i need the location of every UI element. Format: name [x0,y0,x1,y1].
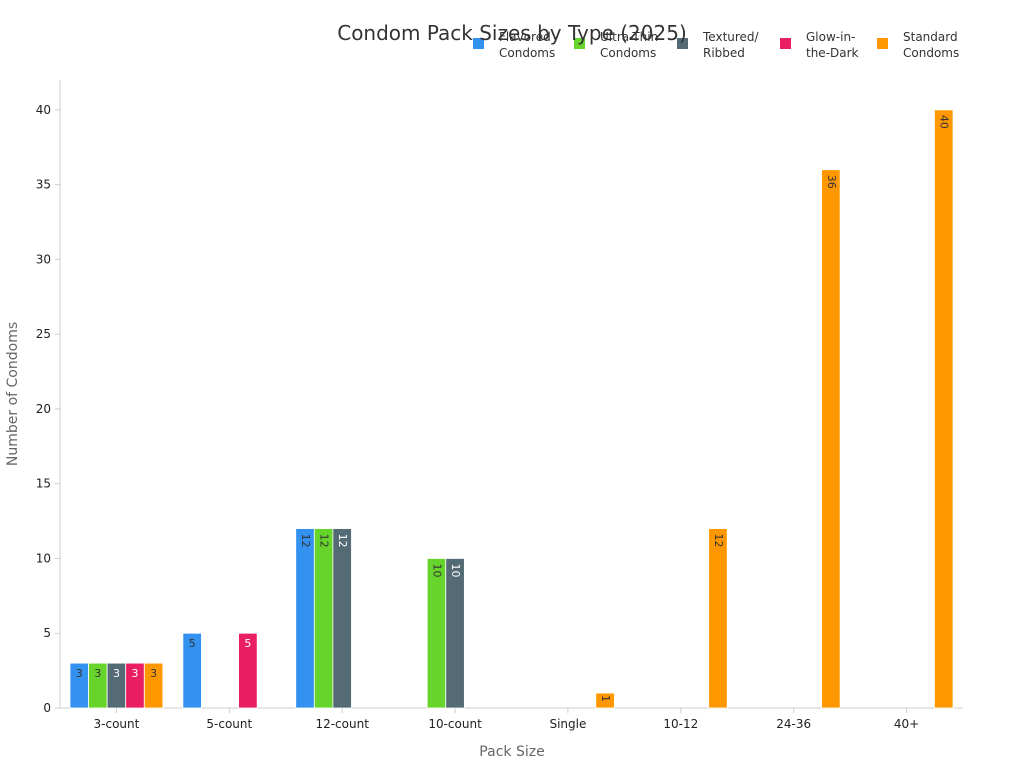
bar-value-label: 5 [189,637,196,650]
legend-label: Ultra-Thin [600,30,658,44]
y-tick-label: 0 [43,701,51,715]
bar[interactable] [595,692,615,709]
legend-item[interactable]: Standard Condoms [877,30,959,60]
legend-swatch [473,38,484,49]
y-tick-label: 40 [36,103,51,117]
bar-value-label: 10 [449,563,462,577]
x-tick-label: 5-count [206,717,252,731]
bar-value-label: 3 [76,667,83,680]
bar[interactable] [143,662,164,709]
bar-value-label: 12 [299,534,312,548]
chart-title: Condom Pack Sizes by Type (2025) [337,21,687,45]
bar-value-label: 3 [132,667,139,680]
legend-swatch [780,38,791,49]
legend: Flavored Condoms Ultra-Thin Condoms Textured… [473,30,959,60]
bar[interactable] [445,558,465,709]
y-tick-label: 35 [36,178,51,192]
bar-value-label: 5 [244,637,251,650]
legend-label: Standard [903,30,958,44]
y-tick-label: 30 [36,252,51,266]
y-axis-title: Number of Condoms [5,322,21,466]
bar-value-label: 10 [430,563,443,577]
y-tick-label: 25 [36,327,51,341]
legend-item[interactable]: Ultra-Thin Condoms [574,30,658,60]
legend-label: Ribbed [703,46,745,60]
legend-item[interactable]: Textured/Ribbed [677,30,760,60]
x-tick-label: 10-count [428,717,482,731]
legend-label: Flavored [499,30,551,44]
legend-label: Condoms [600,46,656,60]
bar[interactable] [821,169,841,709]
y-tick-label: 20 [36,402,51,416]
x-tick-label: 10-12 [663,717,698,731]
bar-value-label: 3 [150,667,157,680]
y-tick-label: 15 [36,477,51,491]
bar[interactable] [238,632,258,709]
x-tick-label: 40+ [894,717,919,731]
bar-value-label: 12 [318,534,331,548]
bar-value-label: 12 [336,534,349,548]
bar-value-label: 12 [712,534,725,548]
bar[interactable] [313,528,334,709]
legend-item[interactable]: Glow-in-the-Dark [780,30,859,60]
bar-value-label: 3 [113,667,120,680]
bar[interactable] [708,528,728,709]
y-tick-label: 5 [43,626,51,640]
x-tick-label: Single [549,717,586,731]
bar-value-label: 36 [825,175,838,189]
legend-label: the-Dark [806,46,859,60]
legend-swatch [677,38,688,49]
bar[interactable] [182,632,202,709]
legend-item[interactable]: Flavored Condoms [473,30,555,60]
x-tick-label: 24-36 [776,717,811,731]
legend-label: Condoms [499,46,555,60]
x-tick-label: 12-count [315,717,369,731]
y-tick-label: 10 [36,551,51,565]
x-axis-title: Pack Size [479,744,544,760]
bar-value-label: 1 [599,695,612,702]
bar[interactable] [934,109,954,709]
bar[interactable] [332,528,352,709]
x-tick-label: 3-count [94,717,140,731]
legend-label: Condoms [903,46,959,60]
bar-value-label: 3 [94,667,101,680]
bar-value-label: 40 [938,115,951,129]
bar[interactable] [426,558,447,709]
legend-label: Glow-in- [806,30,855,44]
legend-swatch [877,38,888,49]
bar[interactable] [295,528,315,709]
legend-swatch [574,38,585,49]
legend-label: Textured/ [702,30,760,44]
